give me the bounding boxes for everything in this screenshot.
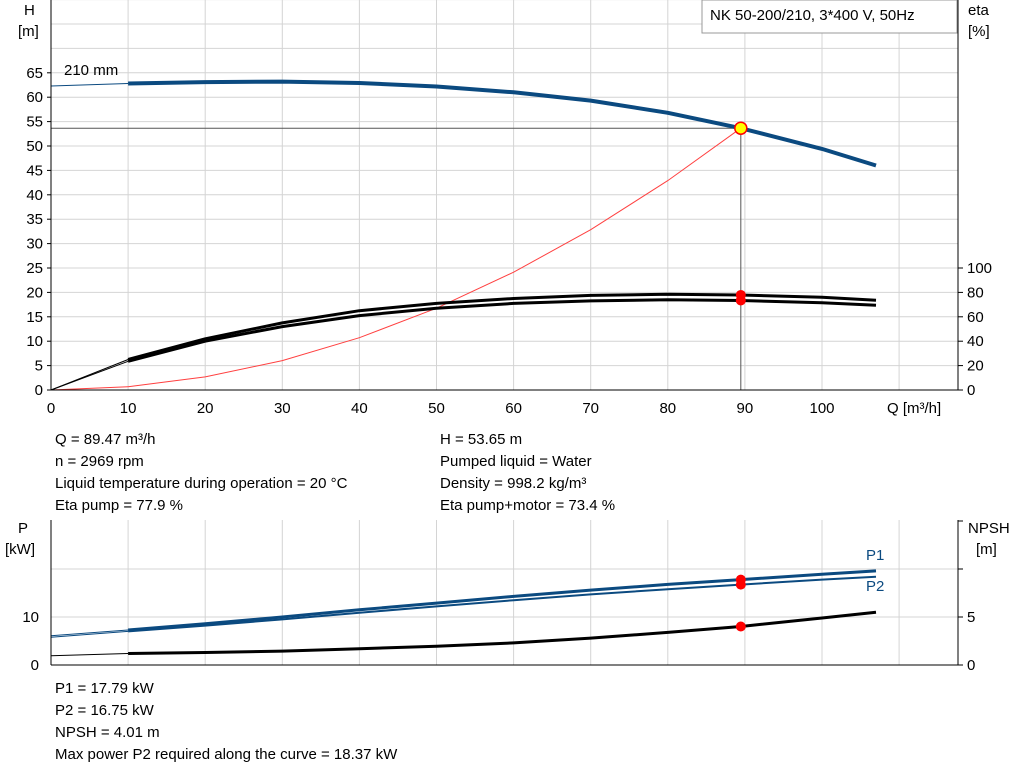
h-tick-label: 30 (26, 236, 43, 253)
eta-total-curve (127, 298, 877, 363)
p2-curve-extrapolated (50, 630, 129, 638)
info-eta-total: Eta pump+motor = 73.4 % (440, 497, 616, 514)
info-speed: n = 2969 rpm (55, 453, 144, 470)
h-tick-label: 20 (26, 284, 43, 301)
eta-tick-label: 0 (967, 382, 975, 399)
h-tick-label: 15 (26, 309, 43, 326)
p1-curve (127, 569, 877, 632)
h-axis-label: H (24, 2, 35, 19)
eta-tick-label: 80 (967, 284, 984, 301)
eta-total-curve-extrapolated (50, 360, 129, 391)
x-tick-label: 50 (428, 400, 445, 417)
title-box (701, 0, 958, 34)
x-tick-label: 30 (274, 400, 291, 417)
eta-axis-unit: [%] (968, 23, 990, 40)
h-tick-label: 35 (26, 211, 43, 228)
eta-tick-label: 40 (967, 333, 984, 350)
x-tick-label: 20 (197, 400, 214, 417)
info-bottom: P1 = 17.79 kW P2 = 16.75 kW NPSH = 4.01 … (55, 678, 397, 766)
p-tick-label: 0 (31, 657, 39, 674)
h-tick-label: 65 (26, 65, 43, 82)
p-tick-label: 10 (22, 609, 39, 626)
eta-pump-curve (127, 292, 877, 361)
p-axis-label: P (18, 520, 28, 537)
info-eta-pump: Eta pump = 77.9 % (55, 497, 183, 514)
system-curve (50, 127, 742, 391)
p2-duty-point (735, 579, 746, 590)
eta-tick-label: 60 (967, 309, 984, 326)
p-axis-unit: [kW] (5, 541, 35, 558)
info-top-right: H = 53.65 m Pumped liquid = Water Densit… (440, 429, 615, 517)
h-tick-label: 5 (35, 358, 43, 375)
duty-point (734, 121, 748, 135)
x-tick-label: 10 (120, 400, 137, 417)
x-tick-label: 40 (351, 400, 368, 417)
x-axis-label: Q [m³/h] (887, 400, 941, 417)
eta-tick-label: 20 (967, 358, 984, 375)
x-tick-label: 70 (582, 400, 599, 417)
h-tick-label: 55 (26, 114, 43, 131)
npsh-curve (128, 610, 877, 655)
head-curve-extrapolated (50, 83, 129, 87)
info-p2: P2 = 16.75 kW (55, 702, 154, 719)
h-tick-label: 25 (26, 260, 43, 277)
npsh-duty-point (735, 621, 746, 632)
info-head: H = 53.65 m (440, 431, 523, 448)
x-tick-label: 60 (505, 400, 522, 417)
p2-curve (128, 575, 877, 633)
npsh-tick-label: 5 (967, 609, 975, 626)
x-tick-label: 100 (809, 400, 834, 417)
h-axis-unit: [m] (18, 23, 39, 40)
p1-curve-extrapolated (50, 629, 129, 637)
curve-label-210mm: 210 mm (64, 62, 118, 79)
p1-label: P1 (866, 547, 884, 564)
info-flow: Q = 89.47 m³/h (55, 431, 156, 448)
h-tick-label: 40 (26, 187, 43, 204)
npsh-tick-label: 0 (967, 657, 975, 674)
h-tick-label: 0 (35, 382, 43, 399)
chart-title: NK 50-200/210, 3*400 V, 50Hz (710, 7, 915, 24)
h-tick-label: 60 (26, 89, 43, 106)
info-pumped-liquid: Pumped liquid = Water (440, 453, 592, 470)
eta-tick-label: 100 (967, 260, 992, 277)
x-tick-label: 90 (737, 400, 754, 417)
info-p1: P1 = 17.79 kW (55, 680, 154, 697)
info-npsh: NPSH = 4.01 m (55, 724, 160, 741)
h-tick-label: 45 (26, 162, 43, 179)
head-curve (128, 79, 877, 168)
x-tick-label: 0 (47, 400, 55, 417)
npsh-curve-extrapolated (50, 653, 129, 657)
info-max-p2: Max power P2 required along the curve = … (55, 746, 398, 763)
eta-axis-label: eta (968, 2, 990, 19)
info-density: Density = 998.2 kg/m³ (440, 475, 587, 492)
x-tick-label: 80 (659, 400, 676, 417)
h-tick-label: 50 (26, 138, 43, 155)
h-tick-label: 10 (26, 333, 43, 350)
info-liquid-temp: Liquid temperature during operation = 20… (55, 475, 348, 492)
p2-label: P2 (866, 578, 884, 595)
npsh-axis-unit: [m] (976, 541, 997, 558)
eta-total-duty-point (735, 295, 746, 306)
npsh-axis-label: NPSH (968, 520, 1010, 537)
info-top-left: Q = 89.47 m³/h n = 2969 rpm Liquid tempe… (55, 429, 347, 517)
